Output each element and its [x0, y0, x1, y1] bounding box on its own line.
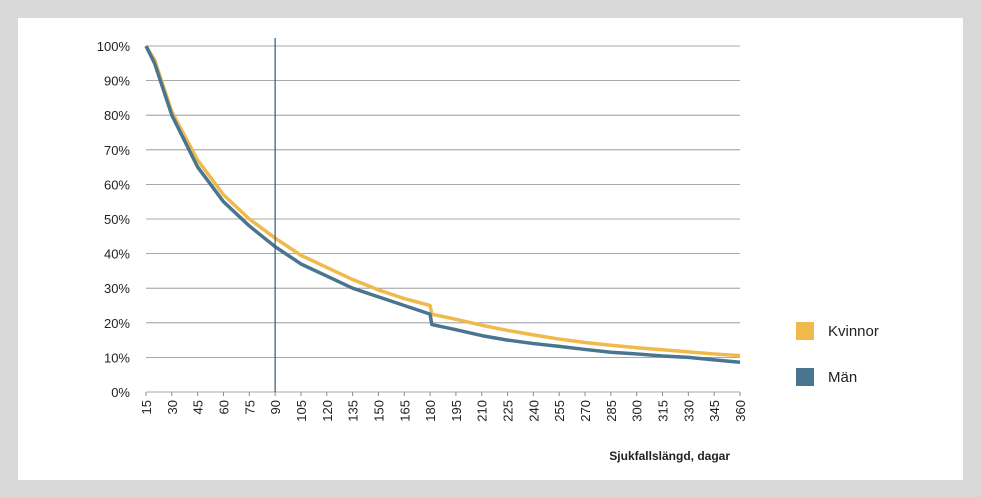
legend-label: Män — [828, 369, 857, 386]
y-tick-label: 10% — [104, 350, 130, 365]
x-tick-label: 195 — [449, 400, 464, 422]
x-tick-label: 345 — [707, 400, 722, 422]
x-tick-label: 285 — [604, 400, 619, 422]
x-tick-label: 150 — [371, 400, 386, 422]
x-tick-label: 270 — [578, 400, 593, 422]
x-tick-label: 60 — [216, 400, 231, 414]
x-tick-label: 330 — [681, 400, 696, 422]
y-tick-label: 0% — [111, 385, 130, 400]
x-tick-label: 45 — [191, 400, 206, 414]
x-tick-label: 360 — [733, 400, 748, 422]
x-tick-label: 15 — [139, 400, 154, 414]
x-tick-label: 240 — [526, 400, 541, 422]
y-tick-label: 30% — [104, 281, 130, 296]
y-tick-label: 60% — [104, 177, 130, 192]
y-tick-label: 90% — [104, 74, 130, 89]
y-tick-label: 80% — [104, 108, 130, 123]
x-tick-label: 300 — [630, 400, 645, 422]
series-line — [144, 45, 741, 364]
x-tick-label: 105 — [294, 400, 309, 422]
y-tick-label: 50% — [104, 212, 130, 227]
x-tick-label: 120 — [320, 400, 335, 422]
x-tick-label: 210 — [475, 400, 490, 422]
x-tick-label: 165 — [397, 400, 412, 422]
panel — [18, 18, 963, 480]
x-tick-label: 255 — [552, 400, 567, 422]
x-tick-label: 180 — [423, 400, 438, 422]
x-axis-title: Sjukfallslängd, dagar — [609, 449, 730, 463]
legend-swatch — [796, 368, 814, 386]
y-tick-label: 70% — [104, 143, 130, 158]
x-tick-label: 225 — [501, 400, 516, 422]
legend-label: Kvinnor — [828, 323, 879, 340]
x-tick-label: 90 — [268, 400, 283, 414]
x-tick-label: 75 — [242, 400, 257, 414]
y-tick-label: 40% — [104, 247, 130, 262]
legend-swatch — [796, 322, 814, 340]
x-tick-label: 315 — [656, 400, 671, 422]
series-line — [144, 45, 741, 358]
x-tick-label: 135 — [346, 400, 361, 422]
x-tick-label: 30 — [165, 400, 180, 414]
y-tick-label: 100% — [97, 39, 131, 54]
y-tick-label: 20% — [104, 316, 130, 331]
